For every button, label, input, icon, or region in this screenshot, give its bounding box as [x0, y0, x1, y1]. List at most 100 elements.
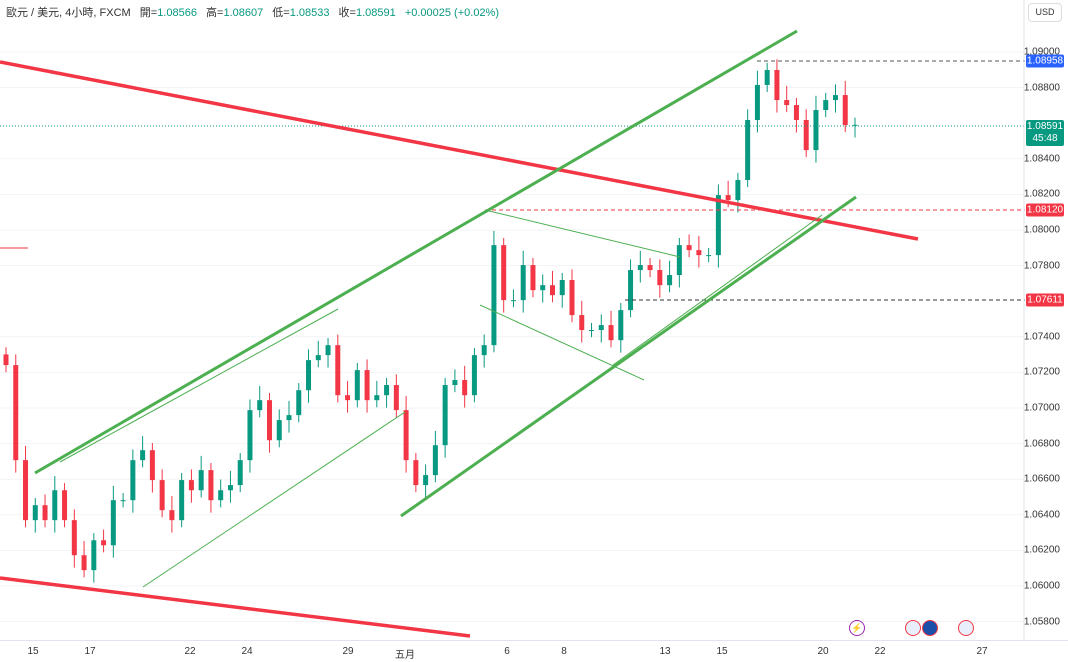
low-label: 低=: [272, 7, 290, 19]
price-chart[interactable]: [0, 0, 1068, 640]
price-tick: 1.07400: [1023, 331, 1060, 343]
price-tick: 1.09000: [1023, 46, 1060, 58]
low-value: 1.08533: [289, 7, 330, 19]
candle-down: [266, 400, 272, 441]
candle-up: [628, 270, 634, 311]
candle-down: [413, 460, 419, 486]
us-flag-event-icon[interactable]: [905, 620, 921, 636]
candle-down: [62, 490, 68, 521]
candle-up: [32, 505, 38, 521]
candle-up: [637, 265, 643, 271]
candles: [3, 59, 858, 583]
candle-down: [647, 265, 653, 271]
time-tick: 29: [342, 646, 354, 657]
candle-up: [491, 245, 497, 346]
drawings: [0, 29, 1025, 638]
current-price-label: 1.08591 45:48: [1026, 120, 1064, 146]
candle-up: [227, 485, 233, 491]
candle-up: [130, 460, 136, 501]
price-tick: 1.06400: [1023, 509, 1060, 521]
symbol-name: 歐元 / 美元, 4小時, FXCM: [6, 7, 131, 19]
candle-up: [325, 345, 331, 356]
candle-down: [71, 520, 77, 556]
green-channel-lower: [400, 195, 857, 518]
lightning-event-icon[interactable]: ⚡: [849, 620, 865, 636]
candle-down: [42, 505, 48, 521]
time-tick: 15: [716, 646, 728, 657]
candle-up: [198, 470, 204, 491]
close-value: 1.08591: [355, 7, 396, 19]
red-trendline-lower: [0, 576, 471, 638]
green-thin-line: [142, 411, 406, 588]
countdown: 45:48: [1032, 133, 1058, 144]
candle-down: [393, 385, 399, 411]
candle-up: [510, 300, 516, 302]
candle-up: [813, 110, 819, 151]
candle-down: [803, 119, 809, 151]
grid: [0, 51, 1024, 623]
candle-down: [3, 354, 9, 366]
candle-down: [159, 480, 165, 511]
price-tick: 1.06000: [1023, 580, 1060, 592]
candle-up: [540, 285, 546, 291]
close-label: 收=: [338, 7, 356, 19]
candle-up: [852, 124, 858, 126]
time-tick: 22: [184, 646, 196, 657]
candle-down: [169, 510, 175, 521]
candle-down: [345, 395, 351, 401]
price-tick: 1.08400: [1023, 153, 1060, 165]
time-tick: 6: [504, 646, 510, 657]
candle-up: [140, 450, 146, 461]
candle-up: [764, 69, 770, 85]
candle-down: [579, 315, 585, 331]
time-tick: 17: [84, 646, 96, 657]
eu-flag-event-icon[interactable]: [922, 620, 938, 636]
candle-up: [452, 380, 458, 386]
candle-down: [530, 265, 536, 291]
price-tick: 1.08200: [1023, 188, 1060, 200]
candle-up: [306, 360, 312, 391]
candle-down: [208, 470, 214, 501]
green-thin-line: [59, 308, 339, 463]
candle-up: [354, 370, 360, 401]
candle-up: [237, 460, 243, 486]
candle-down: [784, 100, 790, 106]
candle-up: [442, 385, 448, 446]
candle-up: [559, 280, 565, 296]
candle-up: [676, 245, 682, 276]
candle-up: [286, 415, 292, 421]
candle-up: [384, 385, 390, 396]
price-tick: 1.05800: [1023, 616, 1060, 628]
candle-up: [52, 490, 58, 521]
candle-down: [188, 480, 194, 491]
candle-down: [608, 325, 614, 341]
candle-up: [706, 255, 712, 257]
time-tick: 13: [659, 646, 671, 657]
candle-up: [374, 395, 380, 401]
price-tick: 1.06200: [1023, 544, 1060, 556]
price-tick: 1.07000: [1023, 402, 1060, 414]
time-axis[interactable]: 15 17 22 24 29 五月 6 8 13 15 20 22 27: [0, 640, 1068, 662]
green-thin-line: [479, 304, 645, 381]
candle-down: [774, 69, 780, 101]
currency-button[interactable]: USD: [1028, 3, 1062, 22]
symbol-legend: 歐元 / 美元, 4小時, FXCM 開=1.08566 高=1.08607 低…: [6, 4, 499, 20]
candle-up: [120, 500, 126, 502]
candle-up: [91, 540, 97, 571]
high-value: 1.08607: [223, 7, 264, 19]
candle-up: [179, 480, 185, 521]
price-tick: 1.08800: [1023, 82, 1060, 94]
candle-down: [686, 245, 692, 251]
candle-up: [589, 330, 595, 332]
candle-down: [696, 250, 702, 256]
high-price-label: 1.08958: [1026, 54, 1064, 68]
candle-up: [432, 445, 438, 476]
candle-up: [296, 390, 302, 416]
candle-up: [471, 355, 477, 396]
candle-up: [257, 400, 263, 411]
us-flag-event-icon[interactable]: [958, 620, 974, 636]
candle-up: [598, 325, 604, 331]
candle-up: [276, 420, 282, 441]
candle-down: [101, 540, 107, 546]
candle-up: [667, 275, 673, 286]
